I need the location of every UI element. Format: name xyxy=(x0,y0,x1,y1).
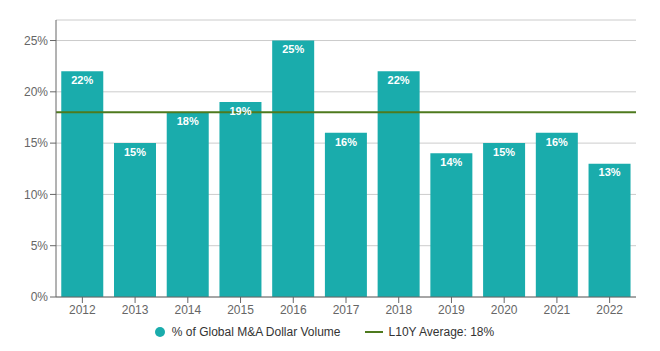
svg-text:2015: 2015 xyxy=(227,303,254,317)
svg-text:2021: 2021 xyxy=(544,303,571,317)
svg-text:2022: 2022 xyxy=(596,303,623,317)
svg-text:16%: 16% xyxy=(335,136,357,148)
svg-text:22%: 22% xyxy=(71,74,93,86)
svg-text:2020: 2020 xyxy=(491,303,518,317)
svg-text:2019: 2019 xyxy=(438,303,465,317)
svg-text:18%: 18% xyxy=(177,115,199,127)
svg-text:0%: 0% xyxy=(31,290,49,304)
svg-text:2012: 2012 xyxy=(69,303,96,317)
svg-text:2017: 2017 xyxy=(333,303,360,317)
svg-text:5%: 5% xyxy=(31,239,49,253)
svg-text:10%: 10% xyxy=(24,188,48,202)
svg-text:2016: 2016 xyxy=(280,303,307,317)
svg-text:22%: 22% xyxy=(388,74,410,86)
svg-text:20%: 20% xyxy=(24,85,48,99)
svg-text:19%: 19% xyxy=(229,105,251,117)
svg-text:2013: 2013 xyxy=(122,303,149,317)
html-text:% of Global M&A Dollar Volume: % of Global M&A Dollar Volume xyxy=(171,325,341,339)
svg-text:15%: 15% xyxy=(124,146,146,158)
svg-text:2018: 2018 xyxy=(385,303,412,317)
svg-text:16%: 16% xyxy=(546,136,568,148)
svg-text:14%: 14% xyxy=(440,156,462,168)
svg-text:13%: 13% xyxy=(599,166,621,178)
svg-text:2014: 2014 xyxy=(174,303,201,317)
svg-text:15%: 15% xyxy=(493,146,515,158)
html-text:L10Y Average: 18%: L10Y Average: 18% xyxy=(388,325,495,339)
svg-text:15%: 15% xyxy=(24,136,48,150)
svg-text:25%: 25% xyxy=(24,34,48,48)
svg-text:25%: 25% xyxy=(282,43,304,55)
